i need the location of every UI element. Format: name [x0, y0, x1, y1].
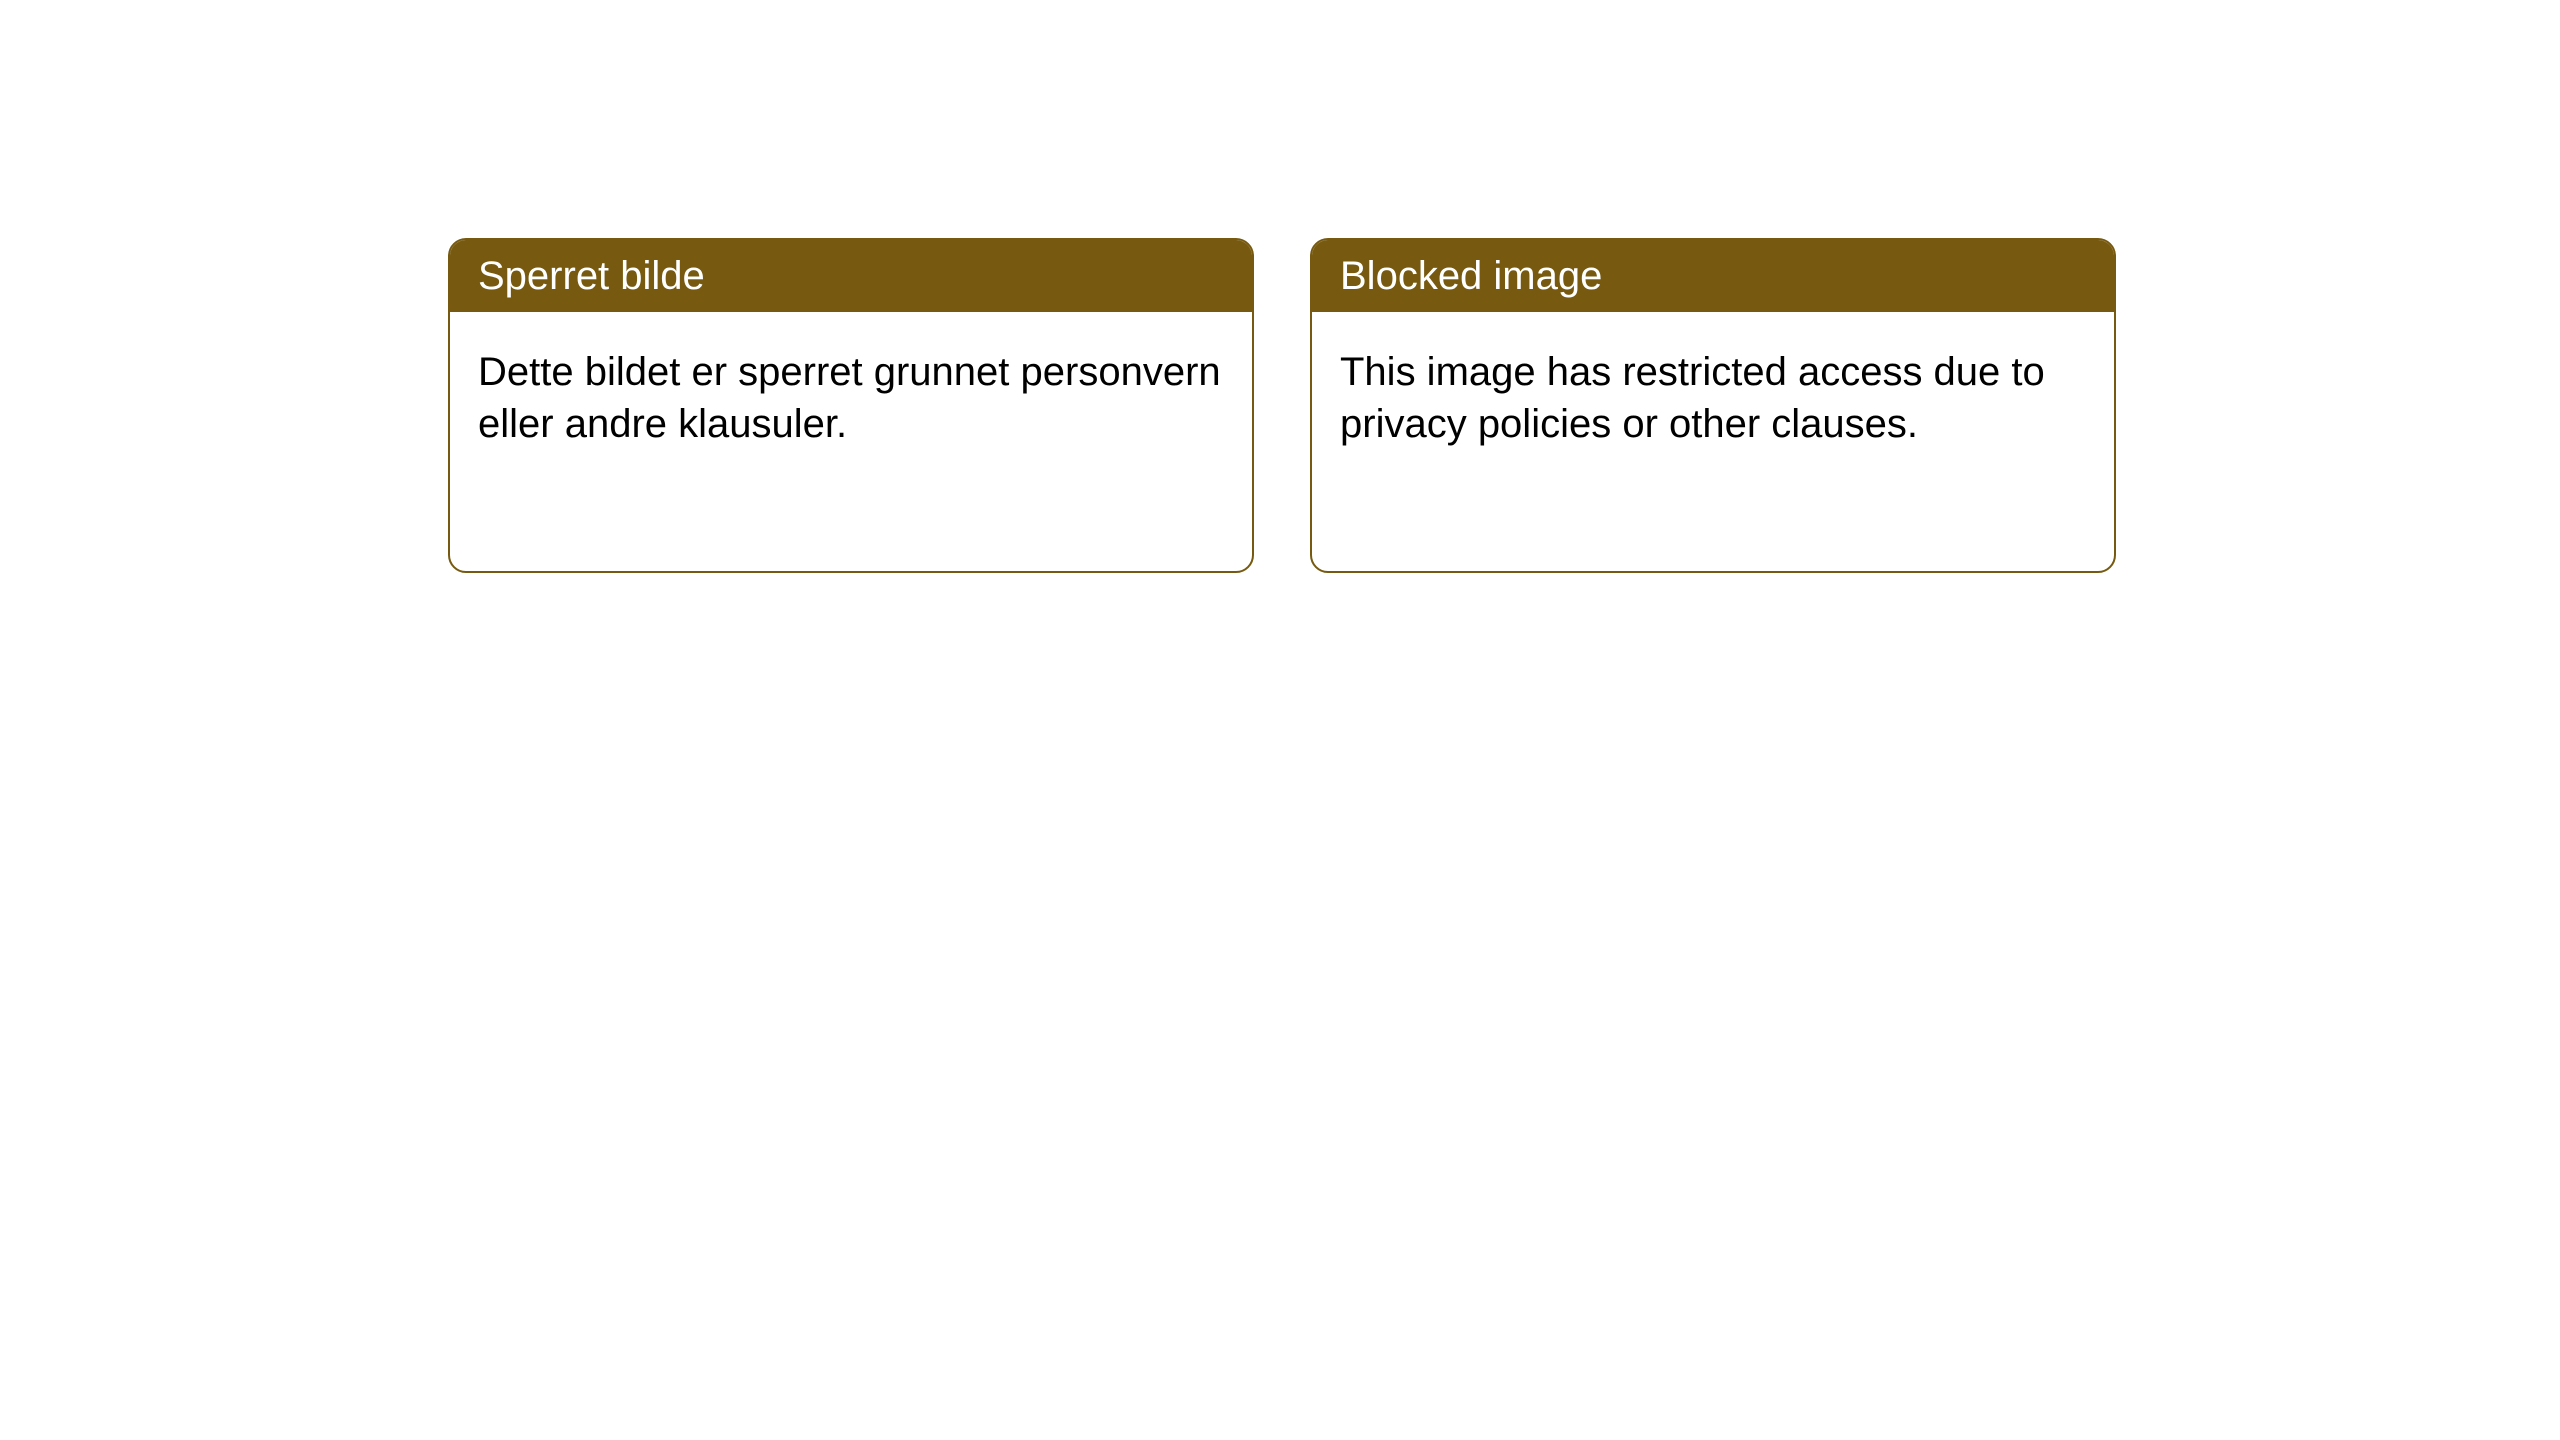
notice-header: Blocked image: [1312, 240, 2114, 312]
notice-header: Sperret bilde: [450, 240, 1252, 312]
notice-box-english: Blocked image This image has restricted …: [1310, 238, 2116, 573]
notice-title: Sperret bilde: [478, 254, 705, 298]
notice-box-norwegian: Sperret bilde Dette bildet er sperret gr…: [448, 238, 1254, 573]
notice-title: Blocked image: [1340, 254, 1602, 298]
notice-message: Dette bildet er sperret grunnet personve…: [478, 350, 1221, 446]
notice-container: Sperret bilde Dette bildet er sperret gr…: [0, 0, 2560, 573]
notice-message: This image has restricted access due to …: [1340, 350, 2045, 446]
notice-body: This image has restricted access due to …: [1312, 312, 2114, 484]
notice-body: Dette bildet er sperret grunnet personve…: [450, 312, 1252, 484]
